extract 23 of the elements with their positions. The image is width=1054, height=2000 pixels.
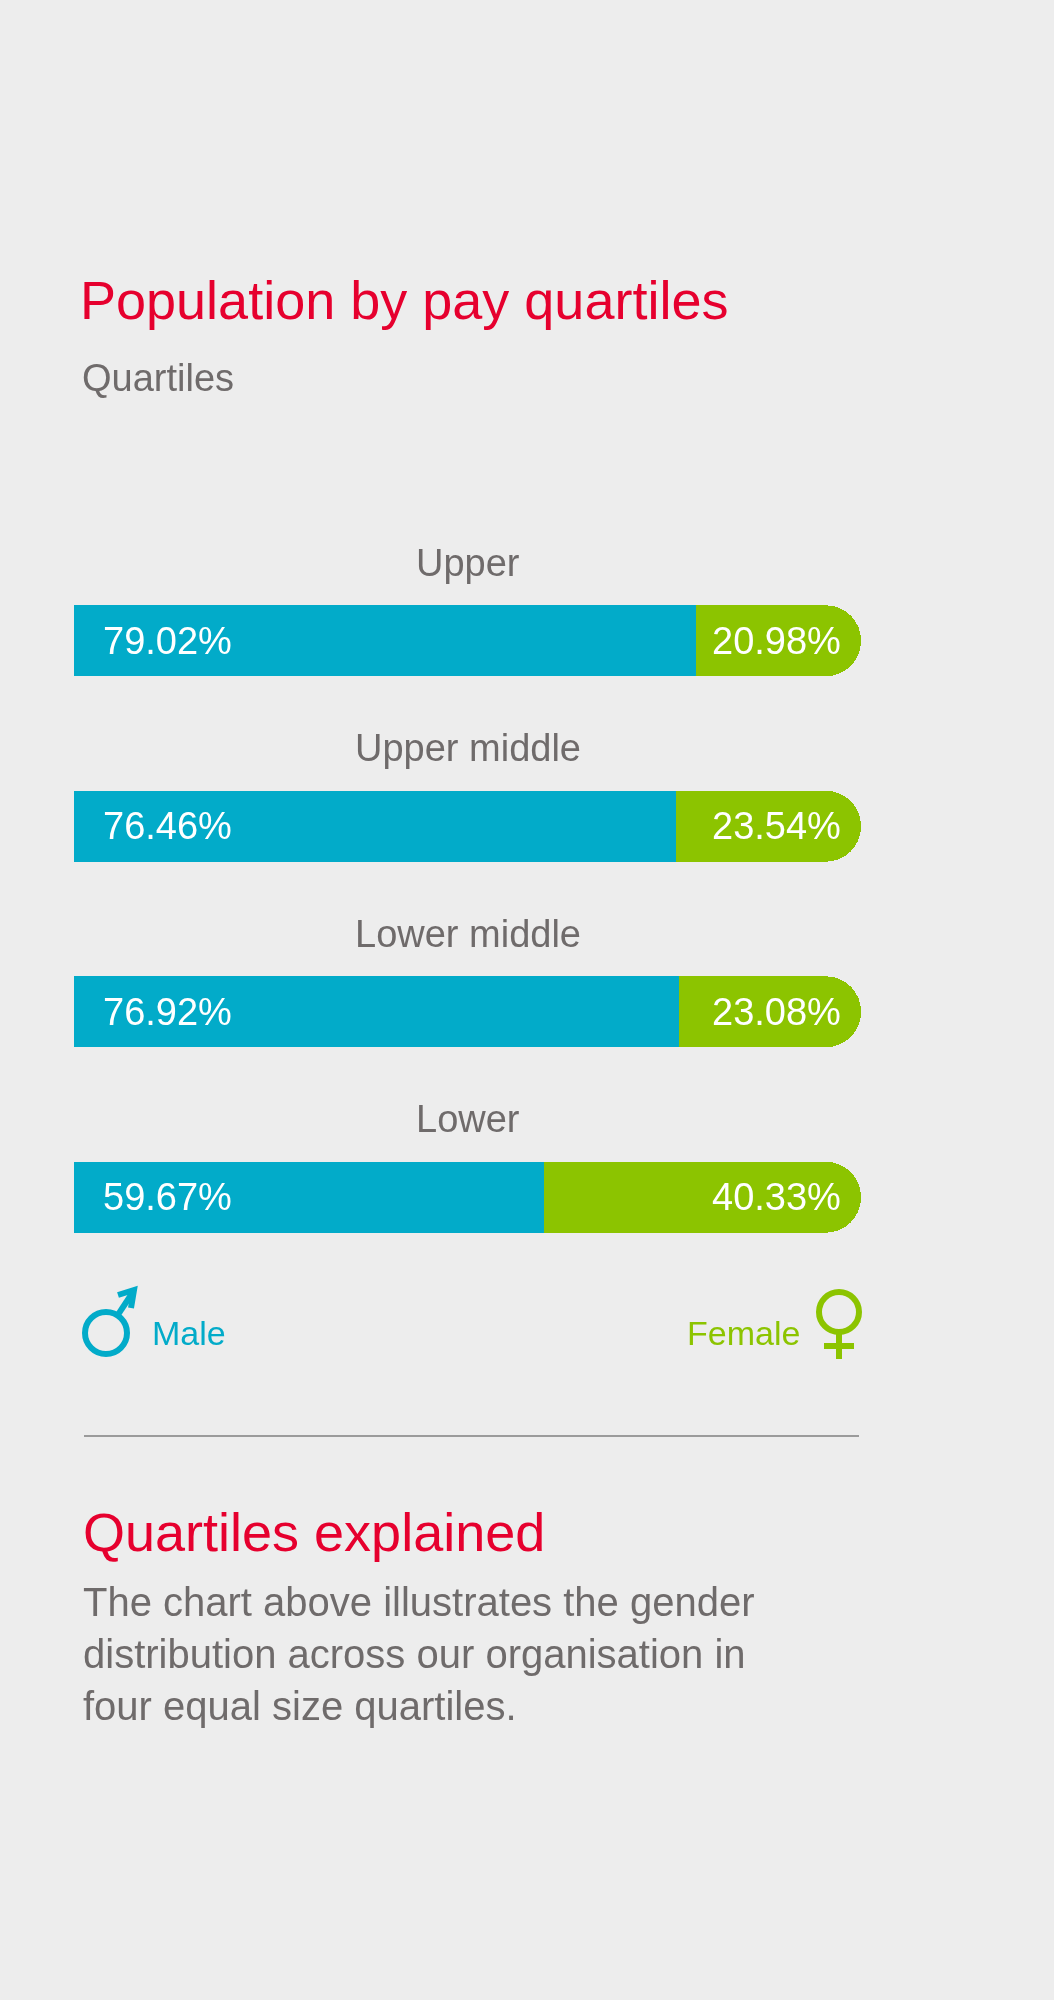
bar [74,605,696,677]
data-label: 76.46% [103,805,232,847]
y-tick-label: Lower [416,1098,520,1140]
data-label: 76.92% [103,991,232,1033]
y-tick-label: Lower middle [355,913,581,955]
legend-label: Male [152,1314,226,1352]
bar [543,1161,861,1233]
chart-title: Population by pay quartiles [80,269,729,330]
data-label: 59.67% [103,1176,232,1218]
bar [74,790,676,862]
text: Female [687,1314,801,1352]
text: The chart above illustrates the gender distribution across our organisation in four equal size quartiles. [83,1580,755,1728]
bar [74,1161,544,1233]
y-tick-label: Upper middle [355,727,581,769]
data-label: 20.98% [712,620,841,662]
data-label: 40.33% [712,1176,841,1218]
data-label: 23.08% [712,991,841,1033]
text: Quartiles explained [83,1502,546,1562]
data-label: 79.02% [103,620,232,662]
bar [74,976,680,1048]
y-tick-label: Upper [416,542,520,584]
data-label: 23.54% [712,805,841,847]
chart-subtitle: Quartiles [82,357,235,399]
